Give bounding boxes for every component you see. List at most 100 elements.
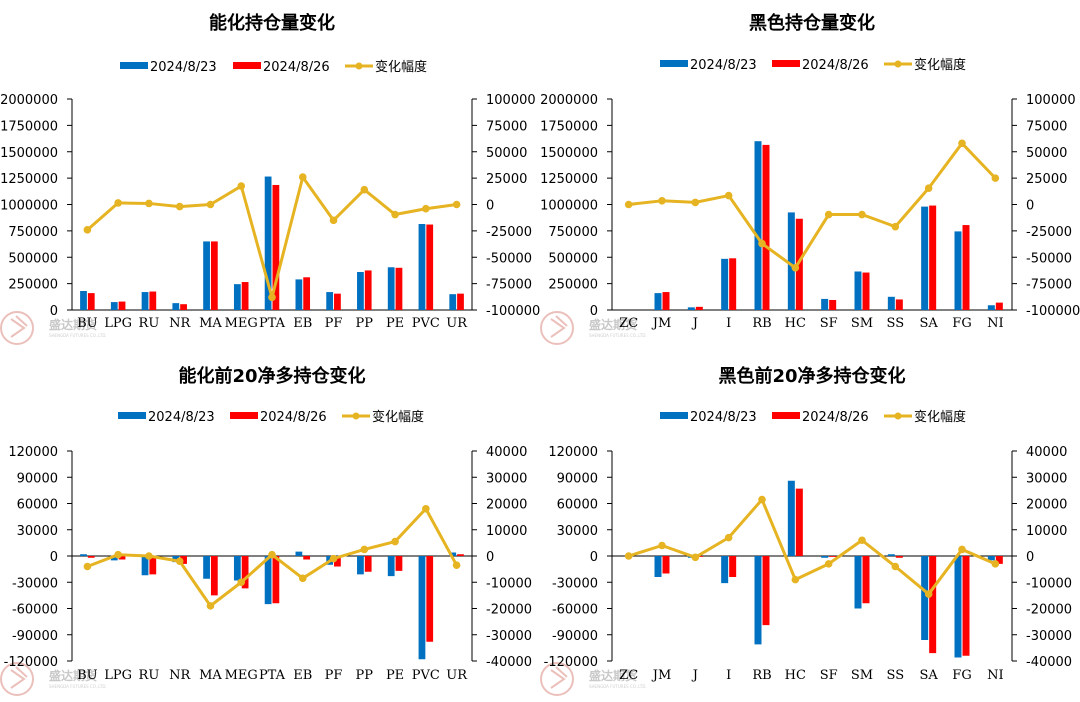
bar-series2-ma	[210, 241, 218, 310]
change-point-nr	[175, 202, 184, 211]
bar-series1-ur	[449, 294, 457, 310]
bar-series1-sf	[821, 556, 829, 558]
bar-series2-bu	[87, 556, 95, 558]
category-label-jm: JM	[651, 668, 672, 683]
left-tick-label: 750000	[8, 225, 58, 240]
legend-label-series1: 2024/8/23	[690, 410, 757, 425]
change-point-pf	[329, 554, 338, 563]
right-tick-label: 25000	[1026, 172, 1067, 187]
change-point-bu	[83, 562, 92, 571]
right-tick-label: -50000	[1026, 251, 1072, 266]
bar-series1-nr	[172, 303, 180, 310]
category-label-pp: PP	[356, 316, 374, 331]
logo-mark	[10, 315, 28, 338]
bar-series1-pta	[264, 176, 272, 310]
category-label-bu: BU	[77, 668, 98, 683]
category-label-nr: NR	[169, 316, 191, 331]
right-tick-label: -20000	[1026, 603, 1072, 618]
change-point-j	[691, 198, 700, 207]
bar-series1-bu	[80, 554, 87, 556]
right-tick-label: 25000	[486, 172, 527, 187]
watermark-sub: SHENGDA FUTURES CO.,LTD.	[589, 333, 647, 338]
category-label-sf: SF	[820, 316, 838, 331]
legend-swatch-series2	[772, 60, 800, 67]
change-point-pf	[329, 216, 338, 225]
bar-series1-lpg	[110, 556, 118, 561]
legend-line-marker	[894, 60, 902, 68]
change-point-bu	[83, 226, 92, 234]
legend: 2024/8/23 2024/8/26 变化幅度	[120, 59, 427, 75]
bar-series1-pta	[264, 556, 272, 605]
change-point-rb	[758, 239, 766, 248]
category-label-fg: FG	[952, 668, 971, 683]
category-label-pvc: PVC	[412, 668, 440, 683]
right-tick-label: 0	[486, 199, 494, 214]
category-label-hc: HC	[785, 316, 806, 331]
left-tick-label: 500000	[548, 251, 598, 266]
category-label-sm: SM	[851, 668, 873, 683]
chart-title: 能化持仓量变化	[209, 12, 335, 34]
change-point-lpg	[114, 199, 122, 207]
category-label-j: J	[691, 316, 698, 331]
legend-label-series1: 2024/8/23	[150, 60, 217, 75]
left-tick-label: 120000	[548, 445, 598, 460]
right-tick-label: -30000	[1026, 629, 1072, 644]
bar-series2-sm	[862, 272, 870, 310]
bar-series2-fg	[962, 225, 970, 310]
right-tick-label: -10000	[486, 576, 532, 591]
bar-series1-pe	[387, 556, 395, 577]
bar-series2-pe	[395, 267, 403, 310]
bar-series1-pvc	[418, 556, 426, 660]
logo-mark	[550, 315, 568, 338]
change-point-fg	[958, 545, 966, 554]
logo-mark	[550, 666, 568, 689]
change-point-nr	[175, 557, 184, 566]
bar-series2-fg	[962, 556, 970, 656]
bar-series1-i	[721, 258, 729, 310]
category-label-ur: UR	[446, 668, 468, 683]
left-tick-label: 250000	[8, 278, 58, 293]
bar-series2-ss	[895, 299, 903, 310]
bar-series2-i	[729, 556, 737, 577]
category-label-ni: NI	[987, 668, 1004, 683]
change-point-sa	[924, 590, 933, 598]
category-label-sf: SF	[820, 668, 838, 683]
change-point-hc	[791, 575, 800, 584]
legend-label-series3: 变化幅度	[372, 409, 424, 425]
bar-series1-pp	[357, 272, 364, 310]
change-point-pp	[360, 545, 369, 554]
category-label-lpg: LPG	[104, 668, 132, 683]
bar-series1-bu	[80, 291, 87, 310]
bar-series2-pta	[272, 184, 280, 310]
bar-series1-fg	[954, 231, 962, 310]
category-label-pta: PTA	[259, 316, 286, 331]
category-label-eb: EB	[293, 668, 312, 683]
bar-series1-meg	[233, 284, 241, 310]
right-tick-label: 30000	[1026, 471, 1067, 486]
right-tick-label: -10000	[1026, 576, 1072, 591]
bar-series2-eb	[303, 277, 311, 310]
left-tick-label: 120000	[8, 445, 58, 460]
bar-series1-ss	[887, 554, 895, 556]
bar-series1-ni	[987, 556, 995, 561]
change-point-ss	[891, 222, 900, 231]
left-tick-label: 1750000	[540, 119, 598, 134]
legend: 2024/8/23 2024/8/26 变化幅度	[118, 409, 424, 425]
left-tick-label: 60000	[557, 498, 598, 513]
bar-series2-pta	[272, 556, 280, 604]
change-line	[628, 498, 996, 596]
change-point-sm	[858, 536, 866, 545]
bar-series2-meg	[241, 556, 249, 589]
bar-series1-ru	[141, 556, 149, 576]
bar-series1-pe	[387, 267, 395, 310]
change-point-pta	[268, 293, 276, 302]
left-tick-label: -60000	[12, 603, 58, 618]
bar-series1-meg	[233, 556, 241, 581]
change-line	[628, 141, 997, 270]
right-tick-label: -25000	[486, 225, 532, 240]
bar-series2-ni	[995, 556, 1003, 564]
